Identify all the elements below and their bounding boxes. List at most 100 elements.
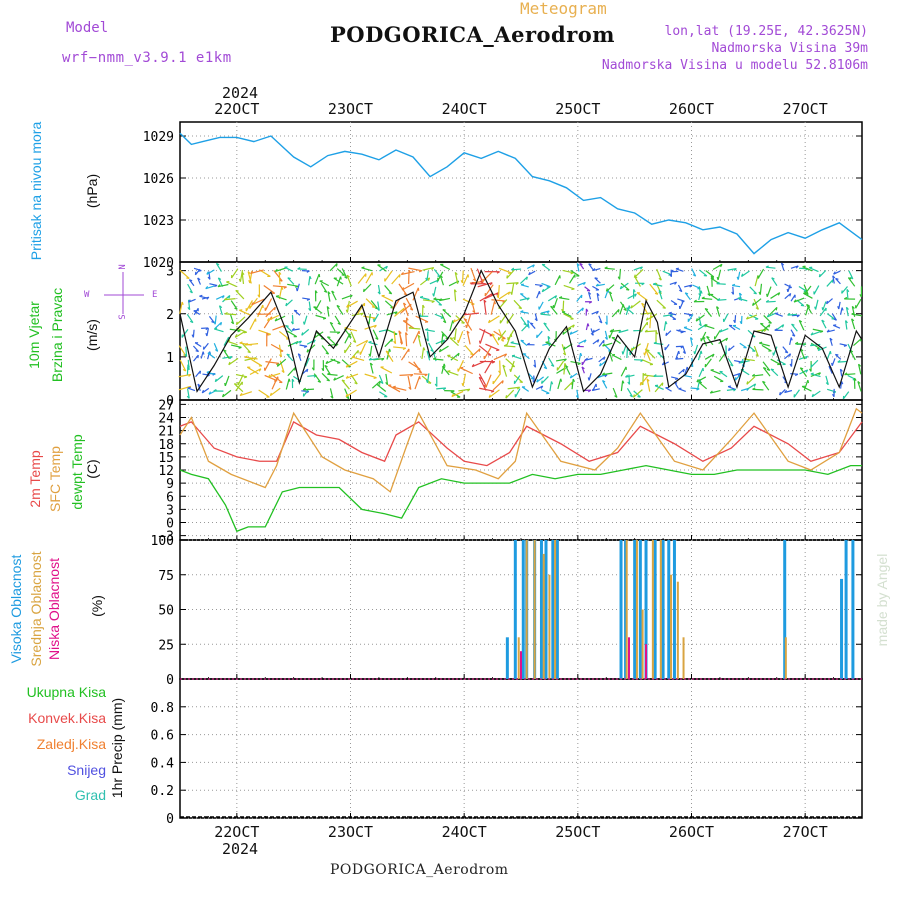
wind-arrow xyxy=(639,374,649,386)
wind-arrow-head xyxy=(224,382,226,387)
y-tick-label: 50 xyxy=(158,604,174,619)
wind-arrow-head xyxy=(581,307,584,311)
wind-arrow-head xyxy=(696,379,699,383)
wind-arrow-head xyxy=(345,393,348,397)
cloud-bar-high xyxy=(653,540,657,679)
wind-arrow-head xyxy=(689,284,693,288)
wind-arrow xyxy=(656,299,667,309)
wind-arrow-head xyxy=(432,357,437,360)
wind-arrow xyxy=(453,315,465,323)
wind-arrow-head xyxy=(388,292,392,295)
y-tick-label: 27 xyxy=(158,398,174,413)
wind-arrow xyxy=(598,356,606,363)
wind-arrow xyxy=(571,378,574,390)
cloud-bar-mid xyxy=(554,540,557,679)
wind-arrow xyxy=(275,267,287,272)
wind-arrow-head xyxy=(692,274,696,277)
wind-arrow xyxy=(223,349,230,360)
wind-arrow-head xyxy=(576,344,580,347)
wind-arrow-head xyxy=(704,324,708,327)
wind-arrow-head xyxy=(291,327,295,331)
wind-arrow xyxy=(199,295,208,299)
wind-arrow xyxy=(195,370,201,378)
wind-arrow-head xyxy=(423,347,426,351)
wind-arrow-head xyxy=(266,332,269,336)
wind-arrow xyxy=(263,284,276,294)
wind-arrow xyxy=(287,367,296,377)
wind-arrow xyxy=(849,350,856,361)
wind-arrow xyxy=(187,387,196,392)
wind-arrow xyxy=(235,290,245,300)
wind-arrow xyxy=(734,373,742,381)
year-label-top: 2024 xyxy=(222,84,258,102)
wind-arrow-head xyxy=(241,271,245,275)
wind-arrow xyxy=(829,337,833,346)
wind-arrow-head xyxy=(787,312,791,316)
wind-arrow-head xyxy=(511,267,515,271)
wind-arrow-head xyxy=(540,380,543,384)
wind-arrow-head xyxy=(228,295,231,299)
wind-arrow xyxy=(345,389,357,398)
y-tick-label: 3 xyxy=(166,503,174,518)
wind-arrow xyxy=(810,373,821,378)
wind-arrow xyxy=(321,372,331,382)
wind-arrow xyxy=(491,333,500,346)
wind-arrow-head xyxy=(287,277,291,280)
wind-arrow-head xyxy=(716,276,719,281)
wind-arrow xyxy=(766,286,772,297)
wind-arrow-head xyxy=(779,392,781,396)
wind-arrow-head xyxy=(604,336,608,340)
wind-arrow-head xyxy=(219,305,223,309)
wind-arrow-head xyxy=(430,349,434,352)
wind-arrow xyxy=(359,343,367,355)
wind-arrow xyxy=(507,329,515,341)
wind-arrow-head xyxy=(563,358,567,362)
wind-arrow xyxy=(327,373,338,376)
wind-arrow-head xyxy=(758,291,761,295)
wind-arrow xyxy=(462,373,467,387)
wind-arrow-head xyxy=(220,322,223,326)
wind-arrow xyxy=(541,282,550,288)
wind-arrow xyxy=(415,315,429,323)
wind-arrow xyxy=(633,389,643,398)
wind-arrow-head xyxy=(698,381,702,384)
wind-arrow-head xyxy=(628,305,631,309)
wind-arrow xyxy=(447,370,459,376)
wind-arrow xyxy=(470,299,476,313)
wind-arrow-head xyxy=(826,329,830,333)
wind-arrow-head xyxy=(605,288,608,292)
wind-arrow xyxy=(704,358,712,368)
cloud-bar-high xyxy=(624,540,628,679)
wind-arrow-head xyxy=(507,291,511,295)
wind-arrow xyxy=(286,353,294,362)
wind-arrow-head xyxy=(247,351,251,354)
wind-arrow xyxy=(482,271,493,283)
wind-arrow xyxy=(644,348,651,362)
wind-arrow-head xyxy=(197,383,201,387)
wind-arrow-head xyxy=(737,296,741,299)
wind-arrow xyxy=(578,339,587,345)
wind-arrow xyxy=(855,298,862,309)
temp-line-dew xyxy=(179,464,862,533)
wind-arrow-head xyxy=(402,347,407,351)
wind-arrow xyxy=(697,350,702,361)
wind-arrow xyxy=(732,286,735,295)
wind-arrow-head xyxy=(784,351,789,354)
wind-arrow xyxy=(521,386,530,392)
wind-arrow-head xyxy=(330,395,334,399)
wind-arrow-head xyxy=(378,380,381,385)
wind-arrow-head xyxy=(235,321,238,325)
wind-arrow xyxy=(333,277,344,285)
wind-arrow xyxy=(242,343,251,354)
wind-arrow xyxy=(326,306,330,317)
wind-arrow-head xyxy=(731,283,736,287)
wind-arrow xyxy=(528,270,536,276)
y-tick-label: 3 xyxy=(166,265,174,280)
wind-arrow xyxy=(241,272,245,284)
wind-arrow-head xyxy=(585,357,588,361)
wind-arrow-head xyxy=(653,374,657,377)
wind-arrow xyxy=(826,313,835,320)
wind-arrow-head xyxy=(352,355,356,358)
cloud-bar-mid xyxy=(542,553,545,679)
